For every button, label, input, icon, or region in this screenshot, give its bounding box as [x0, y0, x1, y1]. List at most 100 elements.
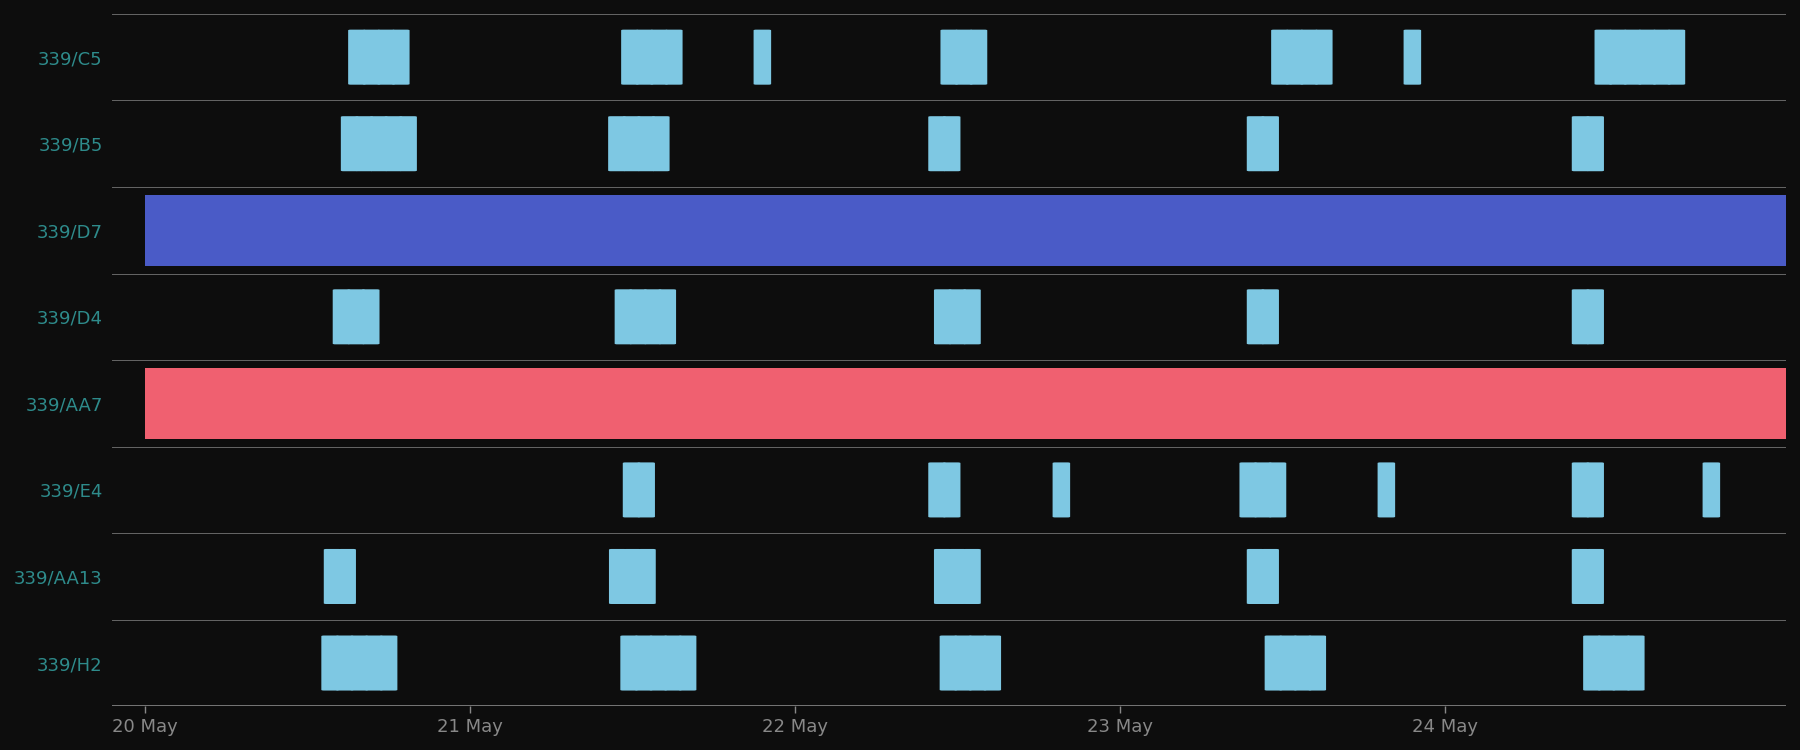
FancyBboxPatch shape — [338, 549, 356, 604]
FancyBboxPatch shape — [1595, 30, 1613, 85]
FancyBboxPatch shape — [1294, 635, 1312, 691]
FancyBboxPatch shape — [1053, 463, 1071, 518]
FancyBboxPatch shape — [963, 290, 981, 344]
FancyBboxPatch shape — [1624, 30, 1642, 85]
FancyBboxPatch shape — [639, 549, 655, 604]
FancyBboxPatch shape — [144, 195, 1786, 266]
FancyBboxPatch shape — [351, 635, 369, 691]
FancyBboxPatch shape — [943, 463, 961, 518]
FancyBboxPatch shape — [1269, 463, 1287, 518]
FancyBboxPatch shape — [365, 635, 383, 691]
FancyBboxPatch shape — [324, 549, 342, 604]
FancyBboxPatch shape — [956, 30, 972, 85]
FancyBboxPatch shape — [1262, 116, 1280, 171]
FancyBboxPatch shape — [364, 30, 380, 85]
FancyBboxPatch shape — [949, 290, 967, 344]
FancyBboxPatch shape — [679, 635, 697, 691]
FancyBboxPatch shape — [623, 549, 641, 604]
FancyBboxPatch shape — [1262, 290, 1280, 344]
FancyBboxPatch shape — [1571, 549, 1589, 604]
FancyBboxPatch shape — [943, 116, 961, 171]
FancyBboxPatch shape — [1262, 549, 1280, 604]
FancyBboxPatch shape — [608, 116, 626, 171]
FancyBboxPatch shape — [934, 290, 952, 344]
FancyBboxPatch shape — [371, 116, 387, 171]
FancyBboxPatch shape — [929, 463, 945, 518]
FancyBboxPatch shape — [954, 635, 972, 691]
FancyBboxPatch shape — [644, 290, 661, 344]
FancyBboxPatch shape — [337, 635, 353, 691]
FancyBboxPatch shape — [1609, 30, 1627, 85]
FancyBboxPatch shape — [940, 635, 958, 691]
FancyBboxPatch shape — [1247, 290, 1264, 344]
FancyBboxPatch shape — [1280, 635, 1296, 691]
FancyBboxPatch shape — [385, 116, 401, 171]
FancyBboxPatch shape — [1571, 290, 1589, 344]
FancyBboxPatch shape — [1316, 30, 1332, 85]
FancyBboxPatch shape — [1613, 635, 1631, 691]
FancyBboxPatch shape — [380, 635, 398, 691]
FancyBboxPatch shape — [362, 290, 380, 344]
FancyBboxPatch shape — [144, 368, 1786, 439]
FancyBboxPatch shape — [1638, 30, 1656, 85]
FancyBboxPatch shape — [623, 463, 641, 518]
FancyBboxPatch shape — [1652, 30, 1670, 85]
FancyBboxPatch shape — [322, 635, 338, 691]
FancyBboxPatch shape — [1309, 635, 1327, 691]
FancyBboxPatch shape — [621, 30, 639, 85]
FancyBboxPatch shape — [650, 635, 668, 691]
FancyBboxPatch shape — [635, 30, 653, 85]
FancyBboxPatch shape — [1404, 30, 1422, 85]
FancyBboxPatch shape — [949, 549, 967, 604]
FancyBboxPatch shape — [1265, 635, 1282, 691]
FancyBboxPatch shape — [659, 290, 677, 344]
FancyBboxPatch shape — [934, 549, 952, 604]
FancyBboxPatch shape — [1285, 30, 1303, 85]
FancyBboxPatch shape — [347, 290, 365, 344]
FancyBboxPatch shape — [664, 30, 682, 85]
FancyBboxPatch shape — [1584, 635, 1600, 691]
FancyBboxPatch shape — [983, 635, 1001, 691]
FancyBboxPatch shape — [1586, 116, 1604, 171]
FancyBboxPatch shape — [340, 116, 358, 171]
FancyBboxPatch shape — [1247, 549, 1264, 604]
FancyBboxPatch shape — [630, 290, 646, 344]
FancyBboxPatch shape — [635, 635, 653, 691]
FancyBboxPatch shape — [1586, 290, 1604, 344]
FancyBboxPatch shape — [333, 290, 351, 344]
FancyBboxPatch shape — [608, 549, 626, 604]
FancyBboxPatch shape — [929, 116, 945, 171]
FancyBboxPatch shape — [1667, 30, 1685, 85]
FancyBboxPatch shape — [355, 116, 373, 171]
FancyBboxPatch shape — [1300, 30, 1318, 85]
FancyBboxPatch shape — [1586, 549, 1604, 604]
FancyBboxPatch shape — [1240, 463, 1256, 518]
FancyBboxPatch shape — [378, 30, 394, 85]
FancyBboxPatch shape — [623, 116, 641, 171]
FancyBboxPatch shape — [637, 116, 655, 171]
FancyBboxPatch shape — [1627, 635, 1645, 691]
FancyBboxPatch shape — [963, 549, 981, 604]
FancyBboxPatch shape — [1571, 463, 1589, 518]
FancyBboxPatch shape — [347, 30, 365, 85]
FancyBboxPatch shape — [652, 116, 670, 171]
FancyBboxPatch shape — [1586, 463, 1604, 518]
FancyBboxPatch shape — [400, 116, 418, 171]
FancyBboxPatch shape — [1255, 463, 1271, 518]
FancyBboxPatch shape — [650, 30, 668, 85]
FancyBboxPatch shape — [664, 635, 682, 691]
FancyBboxPatch shape — [1703, 463, 1721, 518]
FancyBboxPatch shape — [1247, 116, 1264, 171]
FancyBboxPatch shape — [754, 30, 770, 85]
FancyBboxPatch shape — [1271, 30, 1289, 85]
FancyBboxPatch shape — [1377, 463, 1395, 518]
FancyBboxPatch shape — [392, 30, 410, 85]
FancyBboxPatch shape — [621, 635, 637, 691]
FancyBboxPatch shape — [614, 290, 632, 344]
FancyBboxPatch shape — [1571, 116, 1589, 171]
FancyBboxPatch shape — [637, 463, 655, 518]
FancyBboxPatch shape — [940, 30, 958, 85]
FancyBboxPatch shape — [1598, 635, 1615, 691]
FancyBboxPatch shape — [968, 635, 986, 691]
FancyBboxPatch shape — [970, 30, 986, 85]
